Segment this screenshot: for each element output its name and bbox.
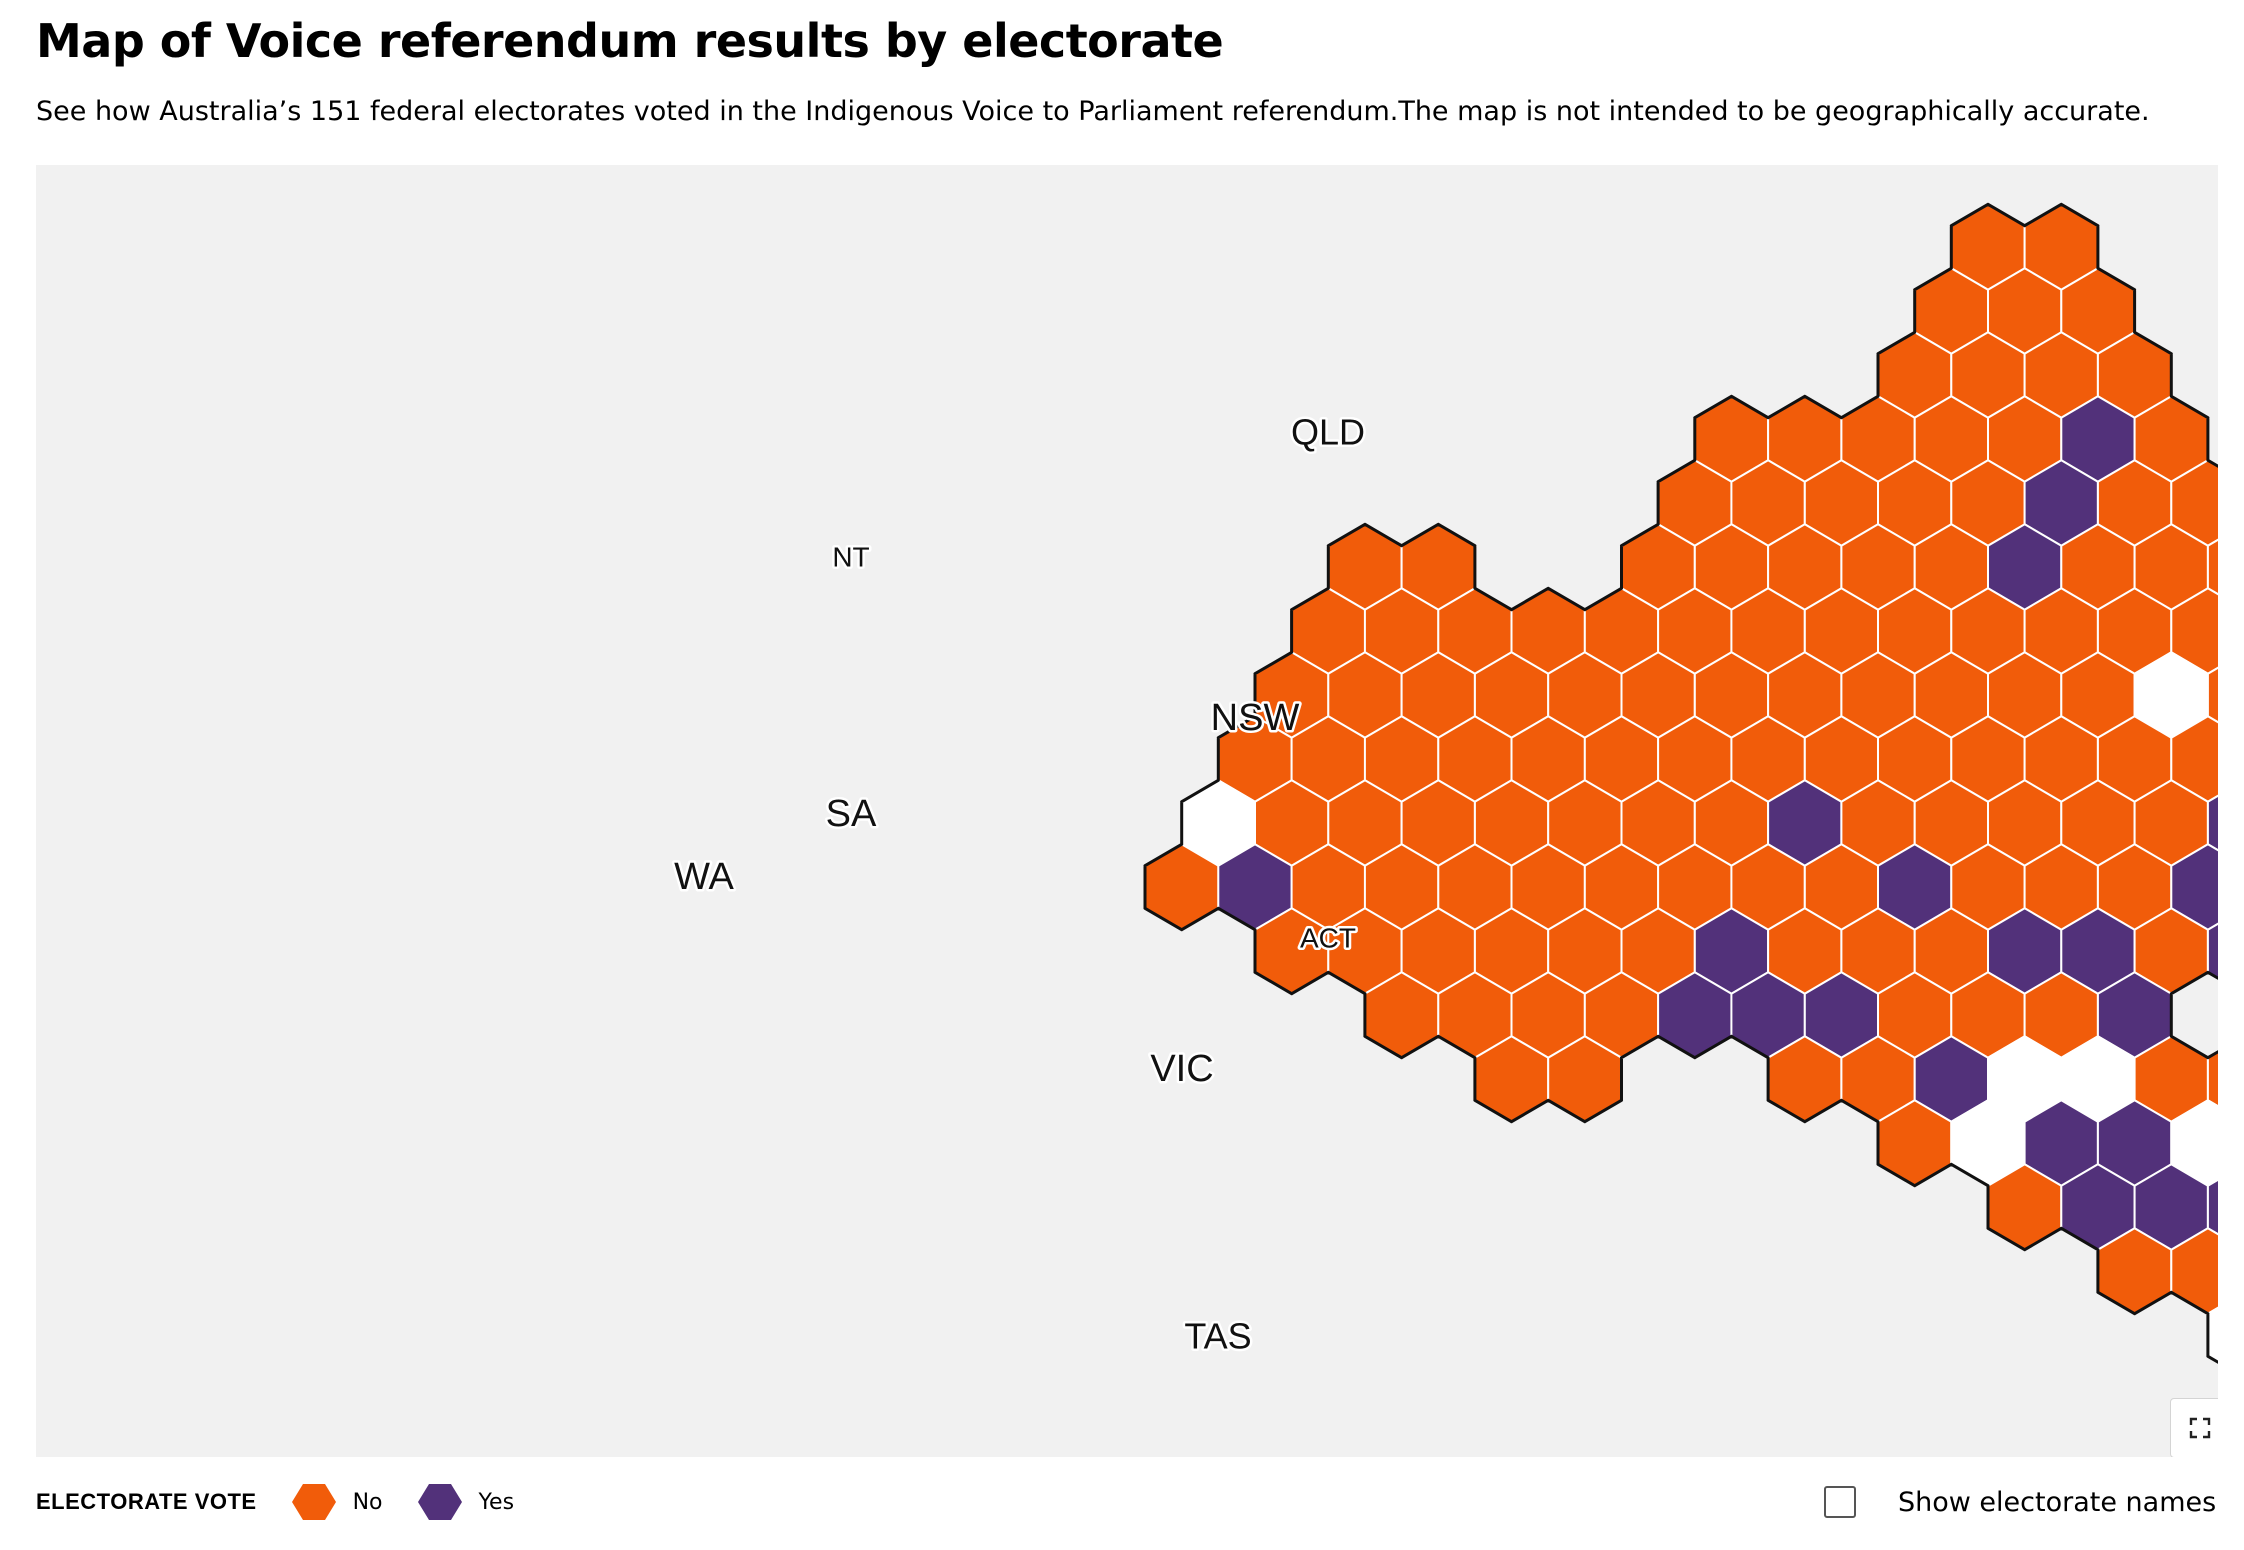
show-electorate-names-checkbox[interactable]: [1824, 1486, 1856, 1518]
legend: ELECTORATE VOTE No Yes: [36, 1480, 548, 1524]
map-coastline-outline: [1143, 202, 2218, 1364]
electorate-hex[interactable]: [2206, 652, 2218, 737]
electorate-hexes: [1144, 203, 2218, 1364]
page-title: Map of Voice referendum results by elect…: [36, 14, 1224, 68]
electorate-hex[interactable]: [2206, 524, 2218, 609]
state-label-tas: TAS: [1184, 1316, 1251, 1357]
legend-yes-label: Yes: [478, 1489, 515, 1515]
legend-no-hex-icon: [291, 1484, 336, 1520]
state-label-act: ACT: [1300, 922, 1356, 953]
fullscreen-icon: [2189, 1417, 2211, 1439]
legend-no-label: No: [352, 1489, 383, 1515]
state-label-wa: WA: [674, 856, 734, 898]
state-label-sa: SA: [826, 793, 877, 835]
electorate-hex[interactable]: [2206, 908, 2218, 993]
fullscreen-button[interactable]: [2170, 1398, 2218, 1457]
legend-title: ELECTORATE VOTE: [36, 1489, 257, 1514]
electorate-hex[interactable]: [2206, 780, 2218, 865]
state-label-qld: QLD: [1291, 412, 1365, 453]
map-panel[interactable]: QLD NT NSW SA WA ACT VIC TAS + −: [36, 165, 2218, 1457]
state-label-vic: VIC: [1150, 1048, 1213, 1090]
legend-yes-hex-icon: [417, 1484, 462, 1520]
state-label-nsw: NSW: [1211, 697, 1300, 739]
state-labels: QLD NT NSW SA WA ACT VIC TAS: [672, 409, 1368, 1359]
electorate-hex[interactable]: [2206, 1164, 2218, 1249]
show-electorate-names-toggle[interactable]: Show electorate names: [1824, 1482, 2216, 1522]
show-electorate-names-label[interactable]: Show electorate names: [1898, 1486, 2217, 1518]
state-label-nt: NT: [832, 541, 869, 572]
electorate-hex-map[interactable]: QLD NT NSW SA WA ACT VIC TAS: [36, 165, 2218, 1457]
page-subtitle: See how Australia’s 151 federal electora…: [36, 96, 2150, 127]
state-outlines: [1143, 202, 2218, 1364]
